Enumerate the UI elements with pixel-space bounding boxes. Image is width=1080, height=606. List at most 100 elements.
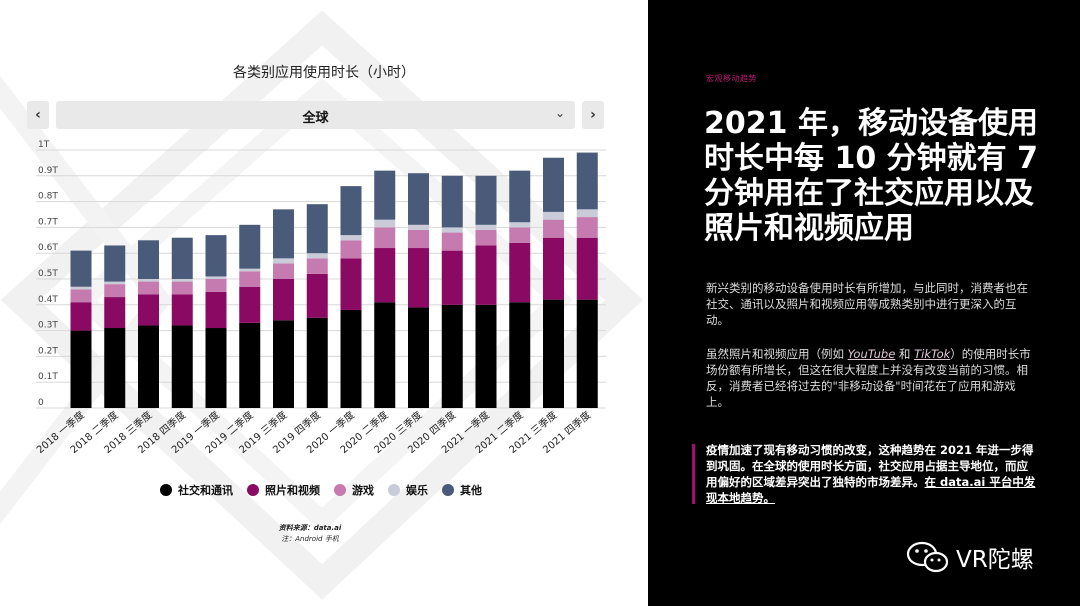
legend-item[interactable]: 社交和通讯 bbox=[160, 482, 233, 498]
bar-segment-3[interactable] bbox=[408, 229, 429, 249]
bar-segment-1[interactable] bbox=[509, 302, 531, 408]
legend-item[interactable]: 其他 bbox=[442, 482, 482, 498]
bar-segment-4[interactable] bbox=[374, 219, 396, 228]
youtube-link[interactable]: YouTube bbox=[847, 347, 896, 361]
bar-segment-4[interactable] bbox=[543, 211, 564, 220]
bar-segment-4[interactable] bbox=[138, 279, 159, 282]
bar-segment-1[interactable] bbox=[543, 299, 564, 408]
bar-segment-3[interactable] bbox=[205, 279, 227, 292]
region-selected-value: 全球 bbox=[302, 111, 329, 126]
bar-segment-5[interactable] bbox=[408, 173, 429, 225]
bar-segment-4[interactable] bbox=[408, 224, 429, 230]
bar-segment-5[interactable] bbox=[104, 245, 126, 282]
bar-segment-2[interactable] bbox=[273, 279, 294, 321]
bar-segment-4[interactable] bbox=[475, 224, 497, 230]
bar-segment-3[interactable] bbox=[576, 217, 598, 238]
bar-segment-3[interactable] bbox=[543, 219, 564, 238]
bar-segment-2[interactable] bbox=[239, 286, 261, 323]
bar-segment-1[interactable] bbox=[441, 304, 463, 408]
bar-segment-2[interactable] bbox=[70, 302, 92, 331]
legend-item[interactable]: 娱乐 bbox=[388, 482, 428, 498]
bar-segment-3[interactable] bbox=[441, 232, 463, 251]
bar-segment-4[interactable] bbox=[70, 286, 92, 290]
bar-segment-4[interactable] bbox=[104, 281, 126, 285]
bar-segment-2[interactable] bbox=[441, 250, 463, 305]
bar-segment-1[interactable] bbox=[576, 299, 598, 408]
bar-segment-4[interactable] bbox=[509, 222, 531, 228]
bar-segment-5[interactable] bbox=[475, 175, 497, 225]
tiktok-link[interactable]: TikTok bbox=[914, 347, 951, 361]
bar-segment-2[interactable] bbox=[374, 248, 396, 303]
bar-segment-1[interactable] bbox=[374, 302, 396, 408]
bar-segment-1[interactable] bbox=[340, 309, 362, 408]
bar-segment-2[interactable] bbox=[475, 245, 497, 305]
bar-segment-4[interactable] bbox=[205, 276, 227, 279]
bar-segment-1[interactable] bbox=[475, 304, 497, 408]
bar-segment-2[interactable] bbox=[543, 237, 564, 300]
bar-segment-1[interactable] bbox=[239, 322, 261, 408]
bar-segment-1[interactable] bbox=[306, 317, 328, 408]
y-tick-label: 0.1T bbox=[38, 372, 58, 382]
bar-segment-3[interactable] bbox=[104, 284, 126, 298]
bar-segment-4[interactable] bbox=[273, 258, 294, 264]
legend-label: 娱乐 bbox=[406, 484, 428, 497]
bar-segment-4[interactable] bbox=[239, 268, 261, 272]
legend-item[interactable]: 照片和视频 bbox=[247, 482, 320, 498]
bar-segment-5[interactable] bbox=[239, 224, 261, 269]
bar-segment-5[interactable] bbox=[543, 157, 564, 212]
bar-segment-1[interactable] bbox=[104, 328, 126, 408]
bar-segment-3[interactable] bbox=[374, 227, 396, 249]
bar-segment-5[interactable] bbox=[509, 170, 531, 223]
bar-segment-5[interactable] bbox=[374, 170, 396, 220]
bar-segment-1[interactable] bbox=[171, 325, 193, 408]
bar-segment-2[interactable] bbox=[408, 248, 429, 308]
bar-segment-3[interactable] bbox=[475, 229, 497, 246]
bar-segment-5[interactable] bbox=[441, 175, 463, 228]
bar-segment-5[interactable] bbox=[171, 237, 193, 279]
bar-segment-2[interactable] bbox=[104, 297, 126, 329]
bar-segment-4[interactable] bbox=[171, 279, 193, 282]
bar-segment-4[interactable] bbox=[576, 209, 598, 218]
bar-segment-2[interactable] bbox=[138, 294, 159, 326]
bar-segment-5[interactable] bbox=[576, 152, 598, 210]
bar-segment-3[interactable] bbox=[171, 281, 193, 295]
bar-segment-2[interactable] bbox=[576, 237, 598, 300]
bar-segment-5[interactable] bbox=[306, 204, 328, 254]
region-dropdown[interactable]: 全球 ⌄ bbox=[56, 101, 575, 129]
bar-segment-3[interactable] bbox=[239, 271, 261, 287]
bar-segment-4[interactable] bbox=[340, 235, 362, 241]
bar-segment-3[interactable] bbox=[509, 227, 531, 243]
bar-segment-1[interactable] bbox=[408, 307, 429, 408]
bar-segment-3[interactable] bbox=[273, 263, 294, 279]
bar-segment-2[interactable] bbox=[509, 242, 531, 303]
bar-segment-5[interactable] bbox=[340, 186, 362, 236]
headline: 2021 年，移动设备使用时长中每 10 分钟就有 7 分钟用在了社交应用以及照… bbox=[704, 106, 1038, 246]
bar-segment-3[interactable] bbox=[306, 258, 328, 274]
legend-item[interactable]: 游戏 bbox=[334, 482, 374, 498]
bar-segment-5[interactable] bbox=[138, 240, 159, 279]
bar-segment-2[interactable] bbox=[340, 258, 362, 310]
next-button[interactable]: › bbox=[582, 101, 604, 129]
bar-segment-5[interactable] bbox=[273, 209, 294, 259]
local-trends-link[interactable]: 在 data.ai 平台中发现本地趋势。 bbox=[706, 475, 1036, 505]
legend-label: 照片和视频 bbox=[265, 484, 320, 497]
bar-segment-4[interactable] bbox=[306, 253, 328, 259]
bar-segment-3[interactable] bbox=[138, 281, 159, 295]
bar-segment-1[interactable] bbox=[205, 328, 227, 408]
body-paragraph-1: 新兴类别的移动设备使用时长有所增加，与此同时，消费者也在社交、通讯以及照片和视频… bbox=[706, 281, 1028, 327]
bar-segment-5[interactable] bbox=[205, 235, 227, 277]
bar-segment-1[interactable] bbox=[273, 320, 294, 408]
bar-segment-2[interactable] bbox=[205, 291, 227, 329]
bar-segment-5[interactable] bbox=[70, 250, 92, 287]
bar-segment-2[interactable] bbox=[306, 273, 328, 318]
bar-segment-3[interactable] bbox=[340, 240, 362, 259]
callout-quote: 疫情加速了现有移动习惯的改变，这种趋势在 2021 年进一步得到巩固。在全球的使… bbox=[706, 442, 1036, 506]
bar-segment-3[interactable] bbox=[70, 289, 92, 303]
bar-segment-4[interactable] bbox=[441, 227, 463, 233]
bar-segment-1[interactable] bbox=[138, 325, 159, 408]
note-line: 注：Android 手机 bbox=[281, 535, 339, 543]
bar-segment-1[interactable] bbox=[70, 330, 92, 408]
legend-swatch bbox=[247, 484, 259, 496]
bar-segment-2[interactable] bbox=[171, 294, 193, 326]
previous-button[interactable]: ‹ bbox=[27, 101, 49, 129]
